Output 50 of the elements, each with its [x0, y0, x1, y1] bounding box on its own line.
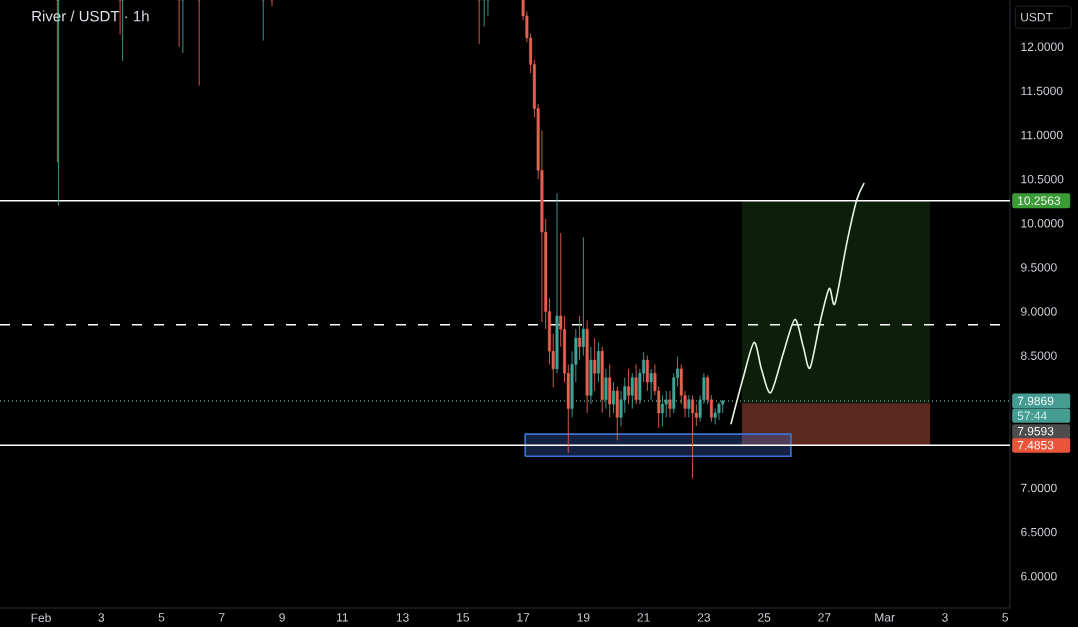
- x-tick-label: 15: [457, 613, 469, 622]
- text: 57:44: [1017, 411, 1047, 420]
- candlestick: [630, 372, 634, 410]
- candlestick: [717, 401, 721, 421]
- ref-line-label: 7.9869: [1017, 396, 1054, 406]
- x-tick-label: 23: [697, 613, 711, 622]
- y-tick-label: 7.0000: [1021, 483, 1057, 493]
- candlestick: [578, 315, 582, 361]
- x-tick-label: 5: [1002, 613, 1009, 622]
- candlestick: [649, 368, 653, 401]
- x-tick-label: Mar: [875, 613, 895, 622]
- candlestick: [596, 341, 600, 383]
- candlestick: [627, 368, 631, 405]
- candlestick: [687, 394, 691, 418]
- candlestick: [604, 368, 608, 410]
- y-tick-label: 11.5000: [1021, 86, 1063, 96]
- text: 7.9593: [1017, 426, 1054, 436]
- ref-line-label: 10.2563: [1018, 196, 1061, 205]
- x-tick-label: 3: [942, 613, 948, 622]
- y-tick-label: 9.5000: [1021, 263, 1057, 272]
- candlestick: [593, 337, 597, 392]
- y-tick-label: 10.0000: [1021, 219, 1064, 228]
- candlestick: [581, 236, 585, 357]
- y-tick-label: 9.0000: [1021, 307, 1057, 316]
- candlestick: [611, 381, 615, 414]
- x-tick-label: Feb: [31, 613, 51, 623]
- x-tick-label: 5: [158, 613, 165, 622]
- x-tick-label: 27: [818, 613, 831, 622]
- candlestick: [668, 390, 672, 418]
- x-tick-label: 9: [279, 613, 285, 622]
- y-tick-label: 12.0000: [1021, 42, 1064, 52]
- x-tick-label: 17: [517, 613, 530, 622]
- candlestick: [645, 355, 649, 392]
- x-tick-label: 19: [577, 613, 590, 622]
- y-tick-label: 8.5000: [1021, 351, 1057, 360]
- x-tick-label: 25: [758, 613, 771, 622]
- x-tick-label: 11: [337, 613, 348, 622]
- x-tick-label: 21: [637, 613, 650, 622]
- y-axis-title: USDT: [1021, 12, 1053, 22]
- y-tick-label: 10.5000: [1021, 174, 1064, 184]
- x-tick-label: 3: [98, 613, 105, 622]
- y-tick-label: 6.0000: [1021, 571, 1057, 581]
- y-tick-label: 6.5000: [1021, 527, 1057, 537]
- candlestick: [660, 394, 664, 427]
- x-tick-label: 7: [219, 613, 225, 622]
- y-tick-label: 11.0000: [1021, 130, 1063, 140]
- ref-line-label: 7.4853: [1017, 440, 1054, 450]
- candlestick: [634, 364, 638, 405]
- x-tick-label: 13: [396, 613, 409, 622]
- candlestick: [691, 394, 695, 479]
